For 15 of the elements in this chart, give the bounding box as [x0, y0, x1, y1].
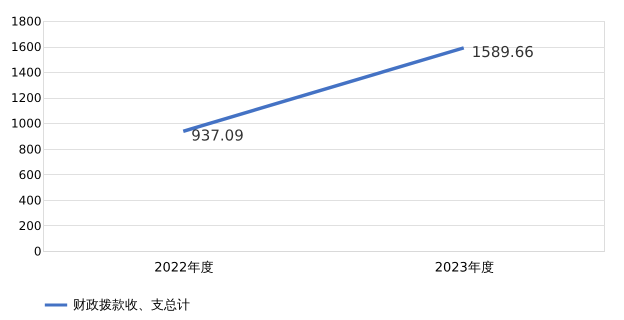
x-tick-label: 2022年度: [154, 260, 214, 276]
y-tick-label: 600: [18, 168, 42, 182]
y-tick-label: 1000: [10, 116, 42, 131]
y-tick-label: 1400: [10, 66, 42, 80]
data-label: 1589.66: [472, 42, 534, 61]
y-tick-label: 1800: [10, 14, 42, 28]
y-tick-label: 0: [34, 244, 42, 258]
data-label: 937.09: [191, 126, 244, 144]
y-tick-label: 1200: [10, 91, 42, 106]
x-tick-label: 2023年度: [434, 260, 494, 276]
y-tick-label: 200: [18, 218, 42, 233]
y-tick-label: 400: [18, 193, 42, 208]
y-tick-label: 1600: [10, 40, 42, 54]
legend-label: 财政拨款收、支总计: [73, 298, 190, 313]
y-tick-label: 800: [18, 142, 42, 156]
